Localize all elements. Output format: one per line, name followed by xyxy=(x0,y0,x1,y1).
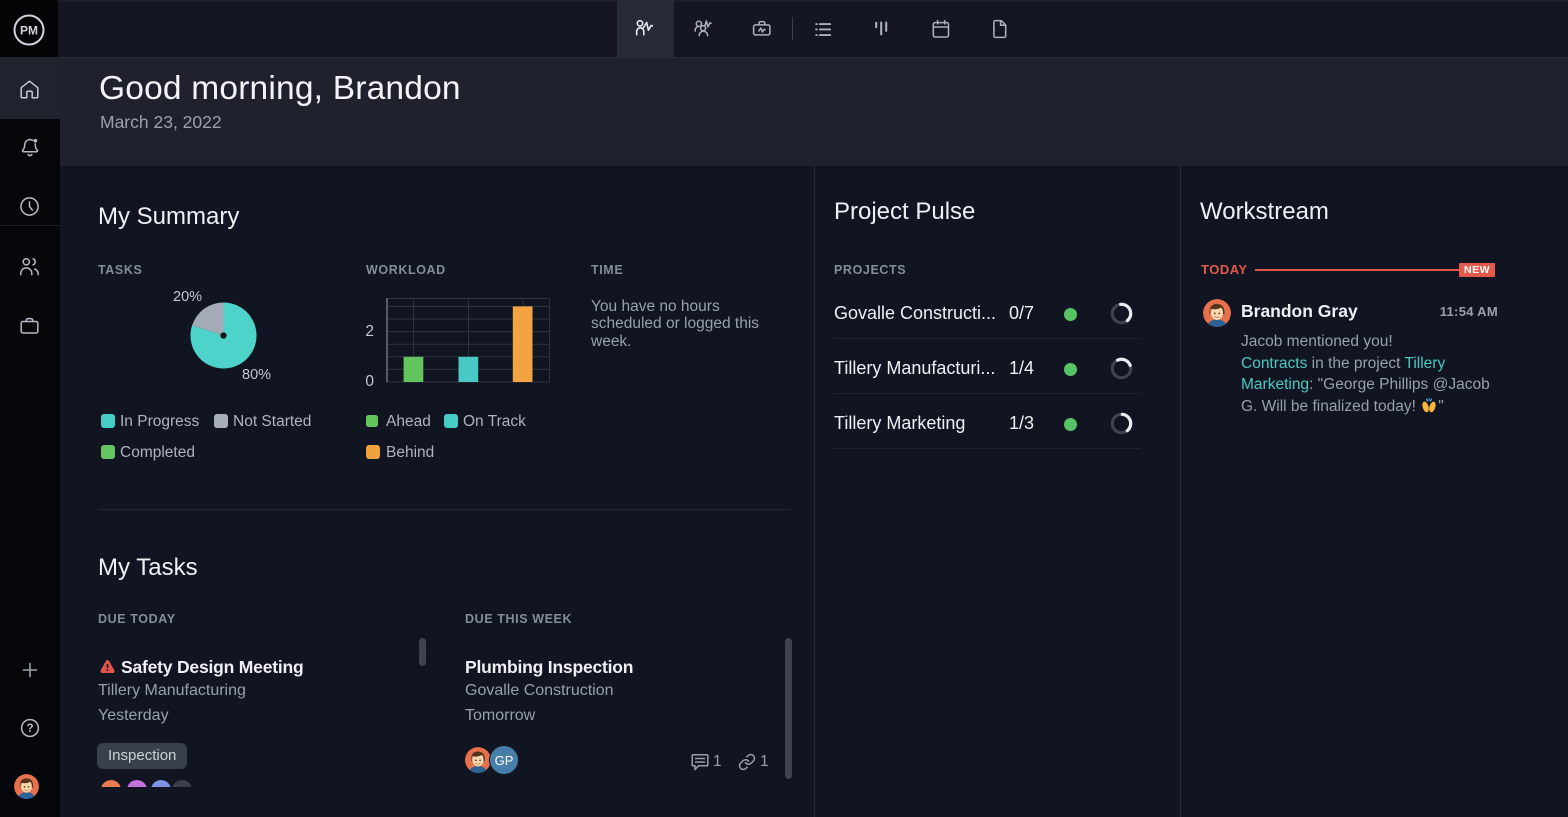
svg-text:?: ? xyxy=(26,723,33,735)
svg-text:PM: PM xyxy=(20,24,38,38)
